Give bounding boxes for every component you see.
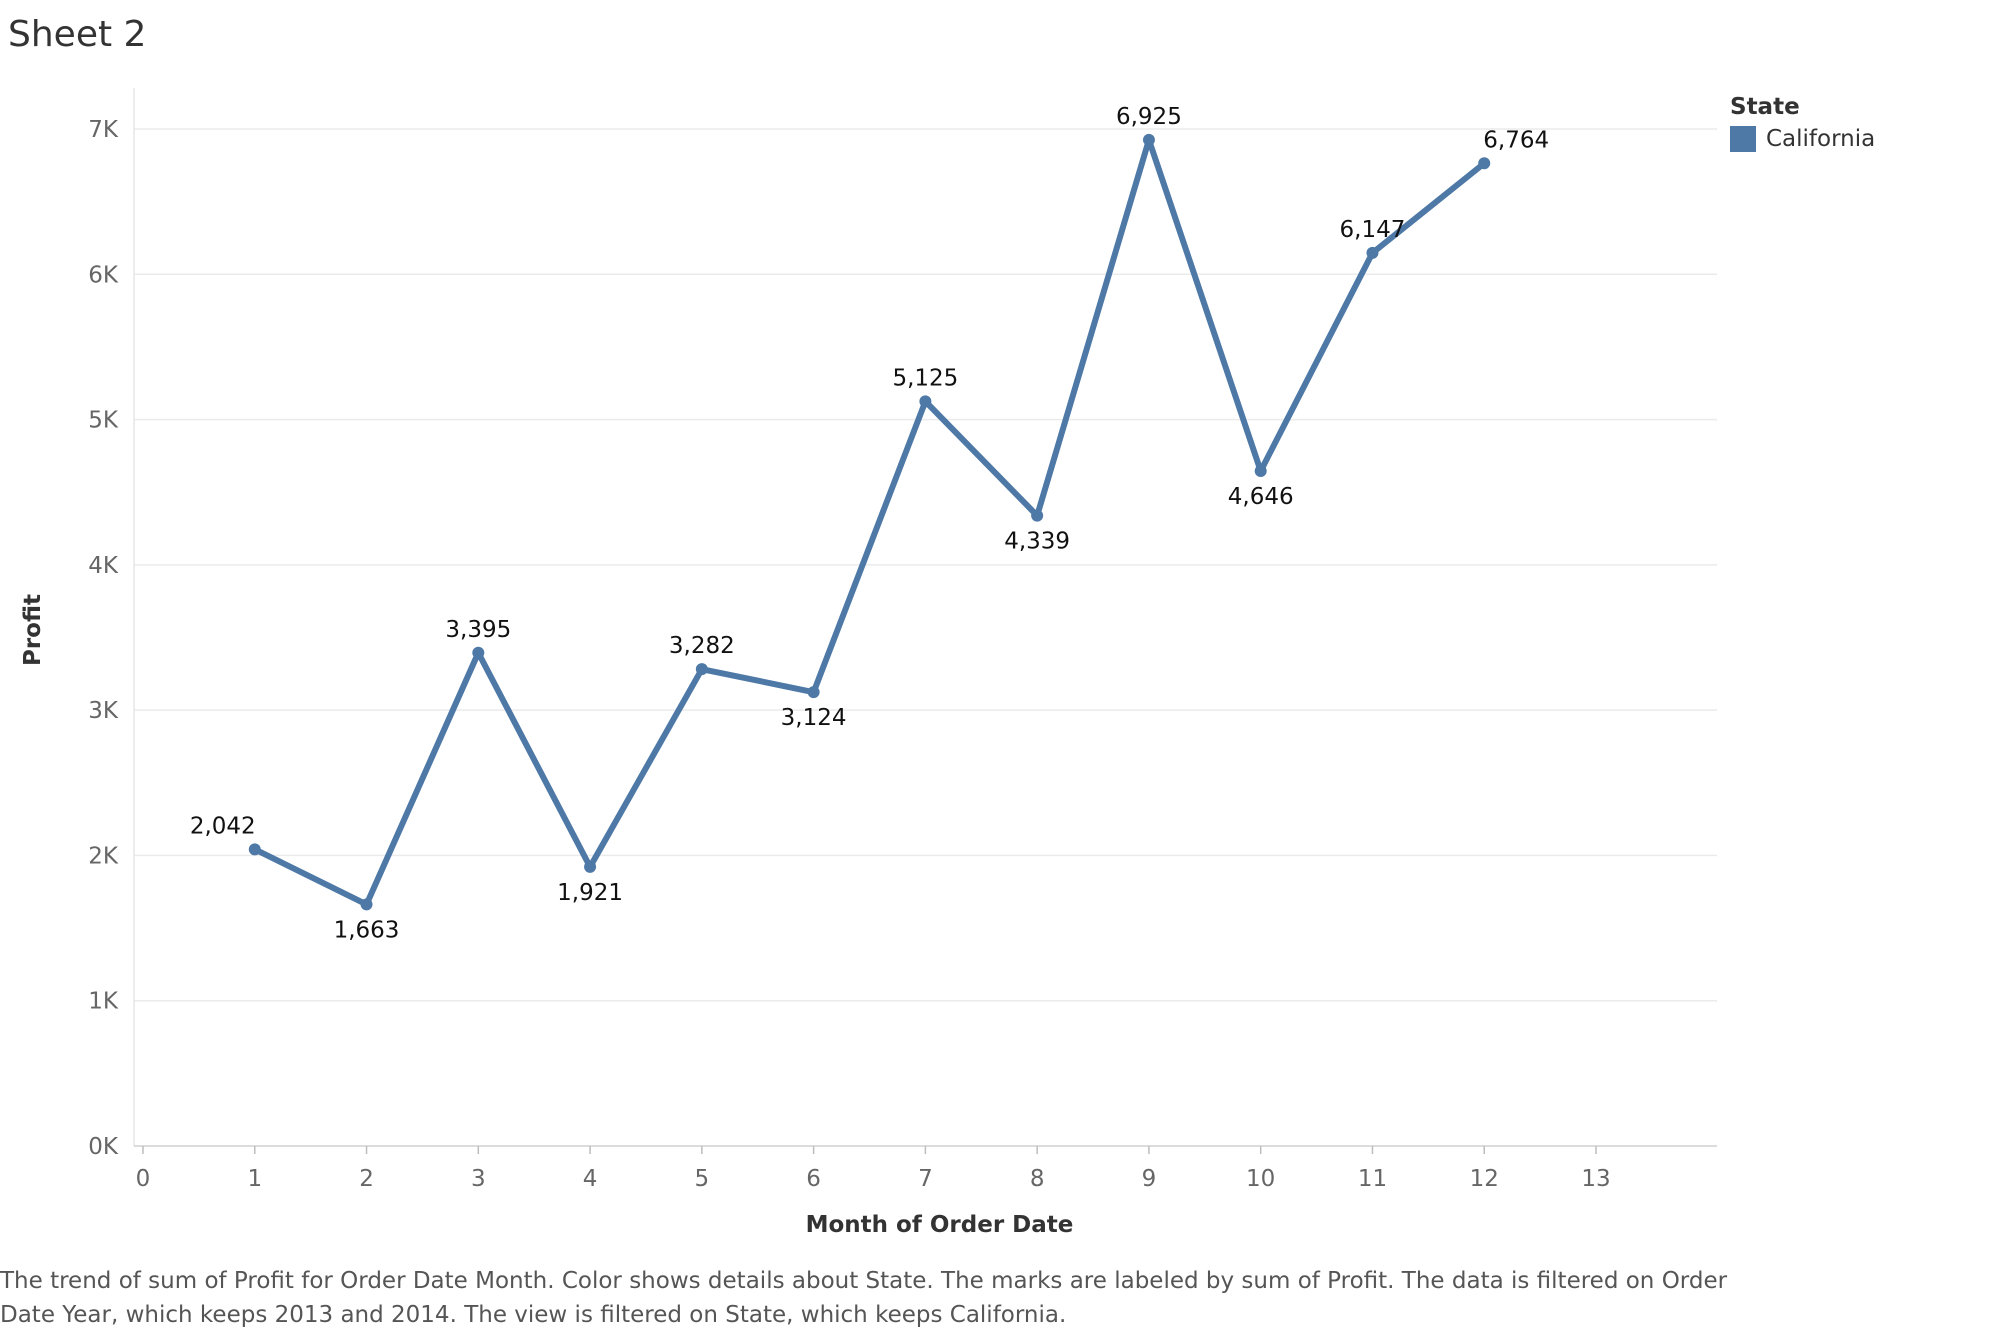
x-tick-label: 7 bbox=[918, 1166, 933, 1192]
legend-item-california[interactable]: California bbox=[1730, 126, 1875, 152]
y-tick-label: 2K bbox=[88, 843, 119, 869]
x-tick-label: 9 bbox=[1142, 1166, 1157, 1192]
data-label: 3,124 bbox=[781, 705, 847, 731]
x-tick-label: 11 bbox=[1358, 1166, 1387, 1192]
data-label: 3,395 bbox=[445, 617, 511, 643]
legend-swatch bbox=[1730, 126, 1756, 152]
x-tick-label: 13 bbox=[1581, 1166, 1610, 1192]
y-tick-label: 0K bbox=[88, 1134, 119, 1160]
y-tick-label: 3K bbox=[88, 698, 119, 724]
y-tick-label: 7K bbox=[88, 117, 119, 143]
x-axis-title: Month of Order Date bbox=[806, 1212, 1074, 1238]
gridlines bbox=[134, 128, 1717, 1002]
data-point[interactable] bbox=[1031, 509, 1044, 522]
data-point[interactable] bbox=[584, 860, 597, 873]
data-point[interactable] bbox=[1142, 133, 1155, 146]
x-tick-label: 4 bbox=[583, 1166, 598, 1192]
x-tick-label: 0 bbox=[136, 1166, 151, 1192]
x-tick-label: 3 bbox=[471, 1166, 486, 1192]
data-label: 3,282 bbox=[669, 633, 735, 659]
legend-title: State bbox=[1730, 94, 1800, 120]
x-tick-label: 6 bbox=[806, 1166, 821, 1192]
legend-label: California bbox=[1766, 126, 1876, 152]
x-tick-label: 5 bbox=[695, 1166, 710, 1192]
x-tick-label: 10 bbox=[1246, 1166, 1275, 1192]
data-point[interactable] bbox=[1254, 465, 1267, 478]
data-label: 2,042 bbox=[190, 813, 256, 839]
y-tick-label: 5K bbox=[88, 408, 119, 434]
data-label: 1,921 bbox=[557, 880, 623, 906]
data-label: 1,663 bbox=[334, 917, 400, 943]
x-tick-label: 1 bbox=[247, 1166, 262, 1192]
data-label: 6,764 bbox=[1483, 127, 1549, 153]
data-point[interactable] bbox=[695, 663, 708, 676]
series-layer bbox=[248, 133, 1491, 911]
data-point[interactable] bbox=[1366, 246, 1379, 259]
data-point[interactable] bbox=[1478, 157, 1491, 170]
chart-caption: The trend of sum of Profit for Order Dat… bbox=[0, 1268, 1728, 1328]
data-labels: 2,042 1,663 3,395 1,921 3,282 3,124 5,125 4,339… bbox=[190, 104, 1549, 943]
data-label: 4,339 bbox=[1004, 529, 1070, 555]
data-label: 4,646 bbox=[1228, 484, 1294, 510]
series-line bbox=[251, 136, 1488, 908]
x-tick-label: 12 bbox=[1470, 1166, 1499, 1192]
x-tick-label: 8 bbox=[1030, 1166, 1045, 1192]
sheet-title: Sheet 2 bbox=[8, 14, 147, 55]
data-point[interactable] bbox=[472, 646, 485, 659]
y-tick-label: 1K bbox=[88, 989, 119, 1015]
data-label: 6,925 bbox=[1116, 104, 1182, 130]
data-point[interactable] bbox=[807, 686, 820, 699]
y-tick-label: 4K bbox=[88, 553, 119, 579]
data-point[interactable] bbox=[248, 843, 261, 856]
y-tick-label: 6K bbox=[88, 262, 119, 288]
legend: State California bbox=[1730, 92, 1875, 152]
data-label: 6,147 bbox=[1340, 217, 1406, 243]
data-point[interactable] bbox=[360, 898, 373, 911]
data-point[interactable] bbox=[919, 395, 932, 408]
data-label: 5,125 bbox=[892, 365, 958, 391]
x-tick-label: 2 bbox=[359, 1166, 374, 1192]
y-axis-title: Profit bbox=[20, 594, 46, 666]
